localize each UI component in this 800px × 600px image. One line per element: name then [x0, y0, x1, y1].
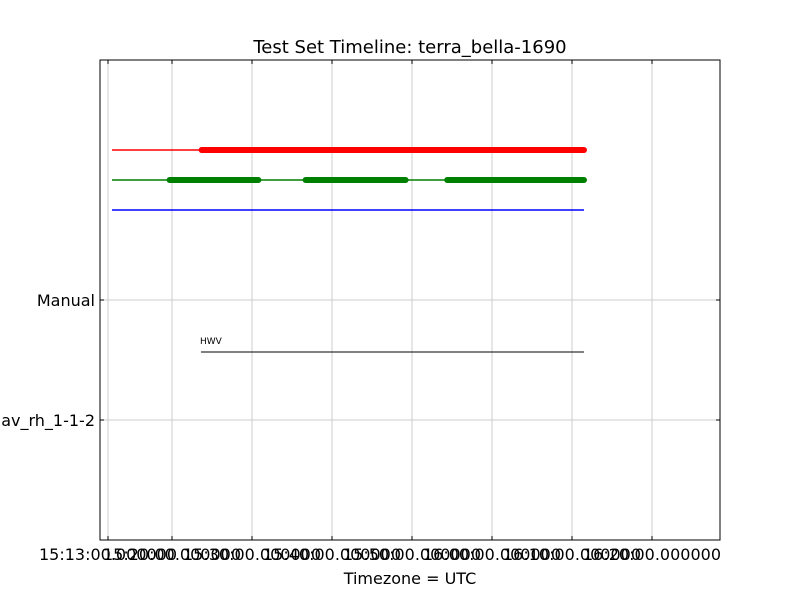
grid-layer — [100, 60, 720, 540]
x-tick-label: 15:50:00.000000 — [343, 545, 481, 564]
annotation-layer: HWV — [200, 337, 584, 353]
x-axis-label: Timezone = UTC — [343, 569, 477, 588]
chart-title: Test Set Timeline: terra_bella-1690 — [252, 37, 566, 58]
y-tick-label: av_rh_1-1-2 — [1, 411, 95, 431]
x-tick-label: 15:20:00.000000 — [103, 545, 241, 564]
x-tick-label: 16:20:00.000000 — [583, 545, 721, 564]
x-tick-label: 16:00:00.000000 — [423, 545, 561, 564]
tick-layer: 15:13:00.00000015:20:00.00000015:30:00.0… — [1, 60, 721, 564]
hwv-label: HWV — [200, 337, 223, 347]
x-tick-label: 15:30:00.000000 — [183, 545, 321, 564]
y-tick-label: Manual — [37, 291, 95, 310]
x-tick-label: 15:40:00.000000 — [263, 545, 401, 564]
x-tick-label: 15:13:00.000000 — [39, 545, 177, 564]
x-tick-label: 16:10:00.000000 — [503, 545, 641, 564]
series-layer — [112, 147, 587, 211]
